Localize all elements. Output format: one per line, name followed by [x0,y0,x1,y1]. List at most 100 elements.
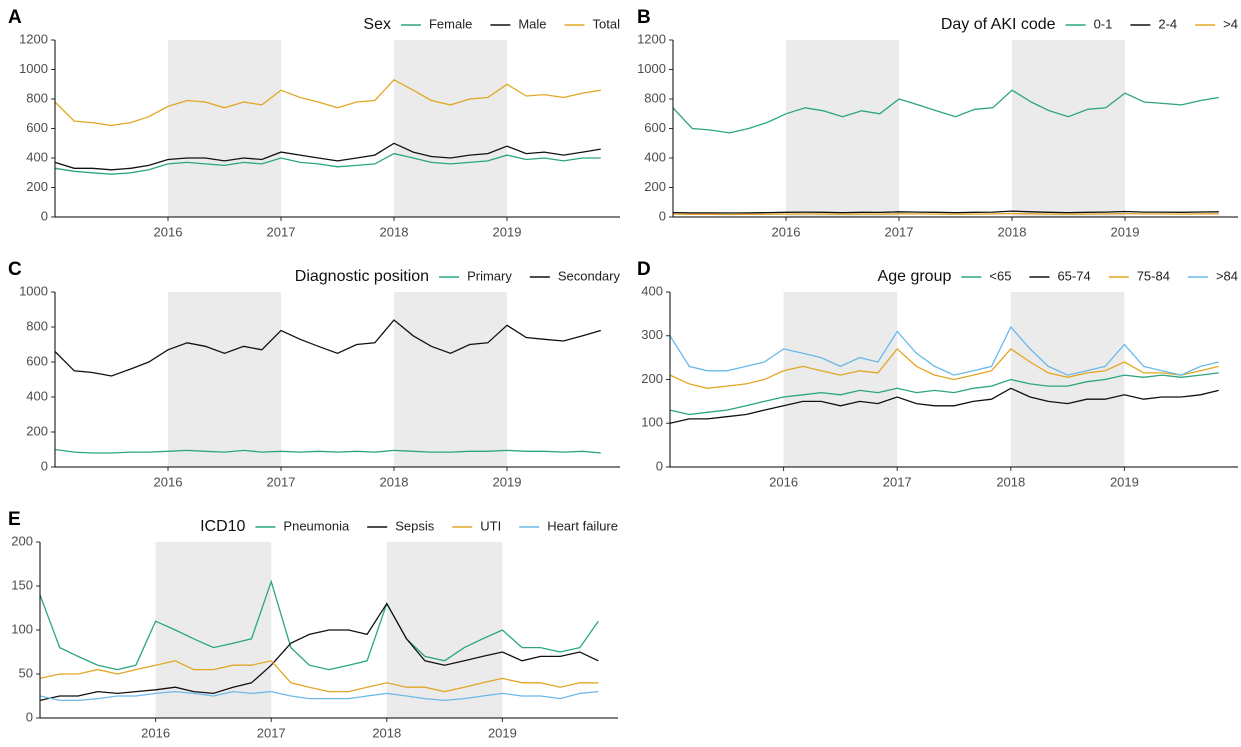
legend-label: UTI [480,518,501,533]
y-tick-label: 100 [11,621,33,636]
shaded-period [1012,40,1125,217]
y-tick-label: 600 [644,120,666,135]
y-tick-label: 150 [11,577,33,592]
legend: Diagnostic position Primary Secondary [295,268,621,285]
y-tick-label: 400 [26,149,48,164]
legend-label: Pneumonia [283,518,350,533]
shaded-period [783,292,898,467]
y-tick-label: 800 [26,90,48,105]
legend-title: Diagnostic position [295,268,429,285]
legend-label: >4 [1223,16,1238,31]
shaded-period [394,292,507,467]
y-tick-label: 1200 [19,31,48,46]
panel-label: A [8,7,22,28]
y-tick-label: 200 [11,533,33,548]
legend-label: Heart failure [547,518,618,533]
legend-label: Sepsis [395,518,435,533]
y-tick-label: 800 [26,318,48,333]
x-tick-label: 2017 [267,224,296,239]
legend-title: ICD10 [200,518,245,535]
panel: 0 200 400 600 800 1000 1200 2016 2017 2018 2019 A Se… [8,7,620,239]
series-line [669,387,1219,424]
legend-label: Total [593,16,621,31]
x-tick-label: 2019 [1110,474,1139,489]
x-tick-label: 2018 [998,224,1027,239]
legend-title: Day of AKI code [941,16,1056,33]
panel: 0 100 200 300 400 2016 2017 2018 2019 D Age group <… [637,259,1238,489]
legend-label: Female [429,16,472,31]
x-tick-label: 2016 [772,224,801,239]
y-tick-label: 1000 [19,61,48,76]
y-tick-label: 0 [659,208,666,223]
panel-label: D [637,259,651,280]
y-tick-label: 100 [641,415,663,430]
legend-title: Sex [363,16,391,33]
x-tick-label: 2019 [1111,224,1140,239]
x-tick-label: 2018 [372,725,401,740]
y-tick-label: 800 [644,90,666,105]
legend-label: <65 [989,268,1011,283]
panel-label: B [637,7,651,28]
x-tick-label: 2017 [883,474,912,489]
legend: ICD10 Pneumonia Sepsis UTI Heart failure [200,518,618,535]
legend-label: 2-4 [1158,16,1177,31]
panel: 0 200 400 600 800 1000 2016 2017 2018 2019 C Diagno… [8,259,620,489]
series-line [672,89,1219,134]
x-tick-label: 2018 [996,474,1025,489]
y-tick-label: 0 [41,208,48,223]
y-tick-label: 200 [644,179,666,194]
series-line [39,690,599,702]
shaded-period [168,292,281,467]
x-tick-label: 2016 [769,474,798,489]
y-tick-label: 0 [26,709,33,724]
x-tick-label: 2016 [154,224,183,239]
y-tick-label: 200 [26,423,48,438]
legend-label: 0-1 [1094,16,1113,31]
panel-label: C [8,259,22,280]
legend: Day of AKI code 0-1 2-4 >4 [941,16,1238,33]
x-tick-label: 2016 [141,725,170,740]
series-line [54,78,601,127]
series-line [672,212,1219,216]
legend: Sex Female Male Total [363,16,620,33]
series-line [669,372,1219,416]
x-tick-label: 2016 [154,474,183,489]
series-line [39,602,599,702]
y-tick-label: 1000 [637,61,666,76]
x-tick-label: 2019 [488,725,517,740]
shaded-period [394,40,507,217]
x-tick-label: 2017 [267,474,296,489]
series-line [54,319,601,377]
series-line [39,579,599,671]
y-tick-label: 1200 [637,31,666,46]
y-tick-label: 600 [26,353,48,368]
y-tick-label: 300 [641,327,663,342]
x-tick-label: 2017 [257,725,286,740]
legend-title: Age group [878,268,952,285]
y-tick-label: 400 [26,388,48,403]
x-tick-label: 2019 [493,224,522,239]
legend: Age group <65 65-74 75-84 >84 [878,268,1238,285]
shaded-period [168,40,281,217]
x-tick-label: 2018 [380,474,409,489]
y-tick-label: 1000 [19,283,48,298]
shaded-period [386,542,503,718]
y-tick-label: 50 [19,665,33,680]
legend-label: Secondary [558,268,621,283]
y-tick-label: 600 [26,120,48,135]
series-line [669,325,1219,376]
series-line [669,347,1219,389]
legend-label: 65-74 [1057,268,1090,283]
x-tick-label: 2019 [493,474,522,489]
y-tick-label: 200 [641,371,663,386]
panel-label: E [8,509,21,530]
shaded-period [786,40,899,217]
x-tick-label: 2018 [380,224,409,239]
series-line [54,142,601,171]
y-tick-label: 200 [26,179,48,194]
series-line [54,152,601,175]
panel: 0 50 100 150 200 2016 2017 2018 2019 E ICD10 Pneumo… [8,509,618,740]
y-tick-label: 400 [644,149,666,164]
y-tick-label: 0 [656,458,663,473]
